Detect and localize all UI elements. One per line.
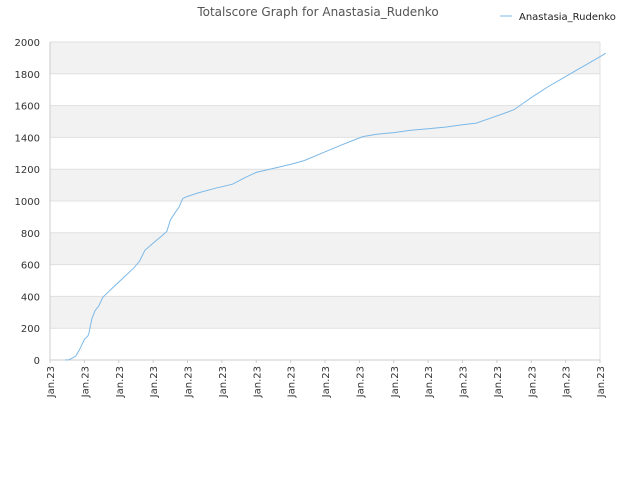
background-band [50,169,600,201]
y-tick-label: 200 [21,324,40,335]
x-tick-label: Jan.23 [149,366,160,398]
y-tick-label: 0 [34,356,40,367]
x-axis: Jan.23 Jan.23 Jan.23 Jan.23 Jan.23 Jan.23 Jan.… [46,360,607,398]
x-tick-label: Jan.23 [527,366,538,398]
y-axis: 0 200 400 600 800 1000 1200 1400 1600 1800 2000 [15,38,40,367]
x-tick-label: Jan.23 [218,366,229,398]
y-tick-label: 1000 [15,197,40,208]
x-tick-label: Jan.23 [184,366,195,398]
y-tick-label: 1200 [15,165,40,176]
series-line-anastasia-rudenko [65,52,607,361]
x-tick-label: Jan.23 [493,366,504,398]
x-tick-label: Jan.23 [390,366,401,398]
x-tick-label: Jan.23 [115,366,126,398]
y-tick-label: 400 [21,292,40,303]
y-tick-label: 1400 [15,133,40,144]
y-tick-label: 1800 [15,70,40,81]
legend-label: Anastasia_Rudenko [519,12,616,23]
x-tick-label: Jan.23 [80,366,91,398]
x-tick-label: Jan.23 [287,366,298,398]
x-tick-label: Jan.23 [321,366,332,398]
x-tick-label: Jan.23 [46,366,57,398]
legend: Anastasia_Rudenko [500,12,616,23]
y-tick-label: 2000 [15,38,40,49]
x-tick-label: Jan.23 [459,366,470,398]
y-tick-label: 1600 [15,102,40,113]
chart-title: Totalscore Graph for Anastasia_Rudenko [196,5,438,19]
y-tick-label: 600 [21,261,40,272]
x-tick-label: Jan.23 [252,366,263,398]
x-tick-label: Jan.23 [355,366,366,398]
x-tick-label: Jan.23 [424,366,435,398]
background-band [50,42,600,74]
x-tick-label: Jan.23 [562,366,573,398]
y-tick-label: 800 [21,229,40,240]
x-tick-label: Jan.23 [596,366,607,398]
plot-area [49,41,601,361]
background-band [50,232,600,265]
background-band [50,296,600,329]
background-band [50,105,600,138]
